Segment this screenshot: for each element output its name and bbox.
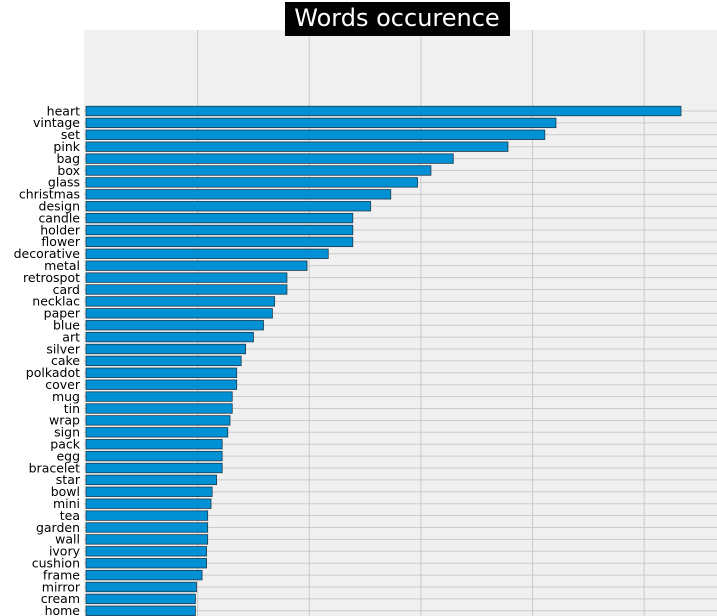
category-label: set bbox=[61, 127, 80, 142]
bar-heart bbox=[85, 105, 682, 117]
bar-silver bbox=[85, 343, 247, 355]
category-label: garden bbox=[36, 520, 80, 535]
category-label: vintage bbox=[33, 115, 80, 130]
bar-retrospot bbox=[85, 272, 288, 283]
bar-christmas bbox=[85, 189, 392, 200]
category-label: wrap bbox=[49, 413, 80, 428]
bar-design bbox=[85, 201, 372, 212]
category-label: ivory bbox=[49, 544, 81, 559]
category-label: bracelet bbox=[29, 460, 80, 475]
bar-bracelet bbox=[85, 462, 223, 474]
category-label: egg bbox=[56, 448, 80, 463]
bar-set bbox=[85, 129, 546, 140]
category-label: mug bbox=[52, 389, 80, 404]
category-label: frame bbox=[43, 567, 80, 582]
chart-title: Words occurence bbox=[294, 4, 499, 32]
bar-cover bbox=[85, 379, 238, 390]
category-label: cake bbox=[51, 353, 80, 368]
bar-tea bbox=[85, 510, 209, 521]
bar-mini bbox=[85, 498, 212, 509]
category-label: box bbox=[57, 163, 80, 178]
bar-bowl bbox=[85, 486, 213, 497]
category-label: star bbox=[56, 472, 81, 487]
bar-blue bbox=[85, 320, 264, 331]
category-label: flower bbox=[41, 234, 80, 249]
category-label: polkadot bbox=[26, 365, 80, 380]
bar-metal bbox=[85, 260, 308, 271]
bar-glass bbox=[85, 177, 418, 188]
bar-flower bbox=[85, 236, 354, 248]
bar-necklac bbox=[85, 296, 276, 307]
bar-cream bbox=[85, 593, 196, 605]
category-labels: heartvintagesetpinkbagboxglasschristmasd… bbox=[14, 103, 81, 616]
category-label: art bbox=[62, 329, 80, 344]
bar-pack bbox=[85, 439, 223, 450]
bar-card bbox=[85, 284, 288, 295]
bar-art bbox=[85, 331, 254, 343]
bar-wall bbox=[85, 534, 209, 545]
bar-polkadot bbox=[85, 367, 238, 378]
category-label: sign bbox=[54, 425, 80, 440]
bar-mug bbox=[85, 391, 233, 402]
category-label: metal bbox=[44, 258, 80, 273]
category-label: candle bbox=[38, 210, 80, 225]
category-label: christmas bbox=[19, 187, 80, 202]
bar-paper bbox=[85, 308, 273, 319]
category-label: home bbox=[45, 603, 81, 616]
category-label: cream bbox=[41, 591, 80, 606]
bar-cushion bbox=[85, 558, 207, 569]
category-label: card bbox=[53, 282, 80, 297]
bar-garden bbox=[85, 522, 209, 533]
category-label: necklac bbox=[32, 294, 80, 309]
category-label: tin bbox=[64, 401, 80, 416]
category-label: design bbox=[39, 199, 80, 214]
bar-sign bbox=[85, 427, 229, 438]
bar-frame bbox=[85, 569, 203, 581]
category-label: blue bbox=[53, 318, 80, 333]
bar-mirror bbox=[85, 581, 197, 593]
category-label: wall bbox=[55, 532, 80, 547]
title-background bbox=[285, 2, 510, 36]
category-label: pack bbox=[50, 437, 80, 452]
category-label: bowl bbox=[51, 484, 80, 499]
category-label: pink bbox=[53, 139, 80, 154]
bar-decorative bbox=[85, 248, 329, 259]
category-label: glass bbox=[48, 175, 80, 190]
bar-box bbox=[85, 165, 432, 176]
bar-star bbox=[85, 474, 218, 486]
bar-pink bbox=[85, 141, 509, 152]
category-label: mini bbox=[53, 496, 80, 511]
bar-ivory bbox=[85, 546, 207, 557]
category-label: holder bbox=[40, 222, 81, 237]
bar-vintage bbox=[85, 117, 557, 129]
category-label: tea bbox=[60, 508, 80, 523]
category-label: paper bbox=[44, 306, 81, 321]
category-label: heart bbox=[47, 103, 80, 118]
category-label: cover bbox=[45, 377, 81, 392]
category-label: bag bbox=[56, 151, 80, 166]
category-label: decorative bbox=[14, 246, 81, 261]
category-label: silver bbox=[46, 341, 81, 356]
category-label: retrospot bbox=[23, 270, 80, 285]
bars bbox=[85, 105, 682, 616]
bar-wrap bbox=[85, 415, 231, 426]
category-label: cushion bbox=[32, 556, 80, 571]
bar-tin bbox=[85, 403, 233, 414]
bar-holder bbox=[85, 224, 354, 236]
bar-candle bbox=[85, 212, 354, 224]
bar-home bbox=[85, 605, 196, 616]
bar-cake bbox=[85, 355, 242, 367]
bar-egg bbox=[85, 450, 223, 462]
category-label: mirror bbox=[42, 579, 81, 594]
bar-bag bbox=[85, 153, 454, 164]
